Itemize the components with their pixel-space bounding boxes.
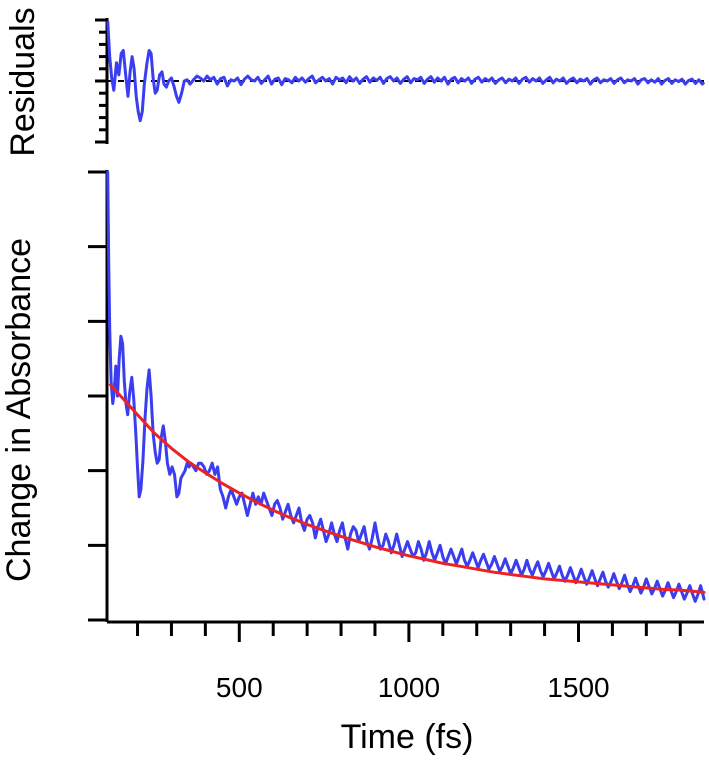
main-x-tick-label: 500 (216, 672, 263, 703)
residuals-y-label: Residuals (4, 7, 42, 156)
fit-curve-line (108, 383, 706, 594)
residuals-y-ticks (95, 18, 107, 144)
residuals-panel: Residuals (4, 7, 706, 157)
main-x-ticks: 500 1000 1500 (136, 622, 682, 703)
residuals-line (106, 21, 706, 123)
main-y-ticks (88, 170, 107, 622)
main-series (106, 170, 706, 603)
main-x-tick-label: 1500 (547, 672, 609, 703)
main-y-label: Change in Absorbance (0, 238, 38, 582)
main-x-label: Time (fs) (341, 718, 474, 756)
main-panel: 500 1000 1500 Change in Absorbance Time (f… (0, 170, 706, 756)
data-trace-line (106, 170, 706, 603)
residuals-series (106, 21, 706, 123)
main-x-tick-label: 1000 (378, 672, 440, 703)
